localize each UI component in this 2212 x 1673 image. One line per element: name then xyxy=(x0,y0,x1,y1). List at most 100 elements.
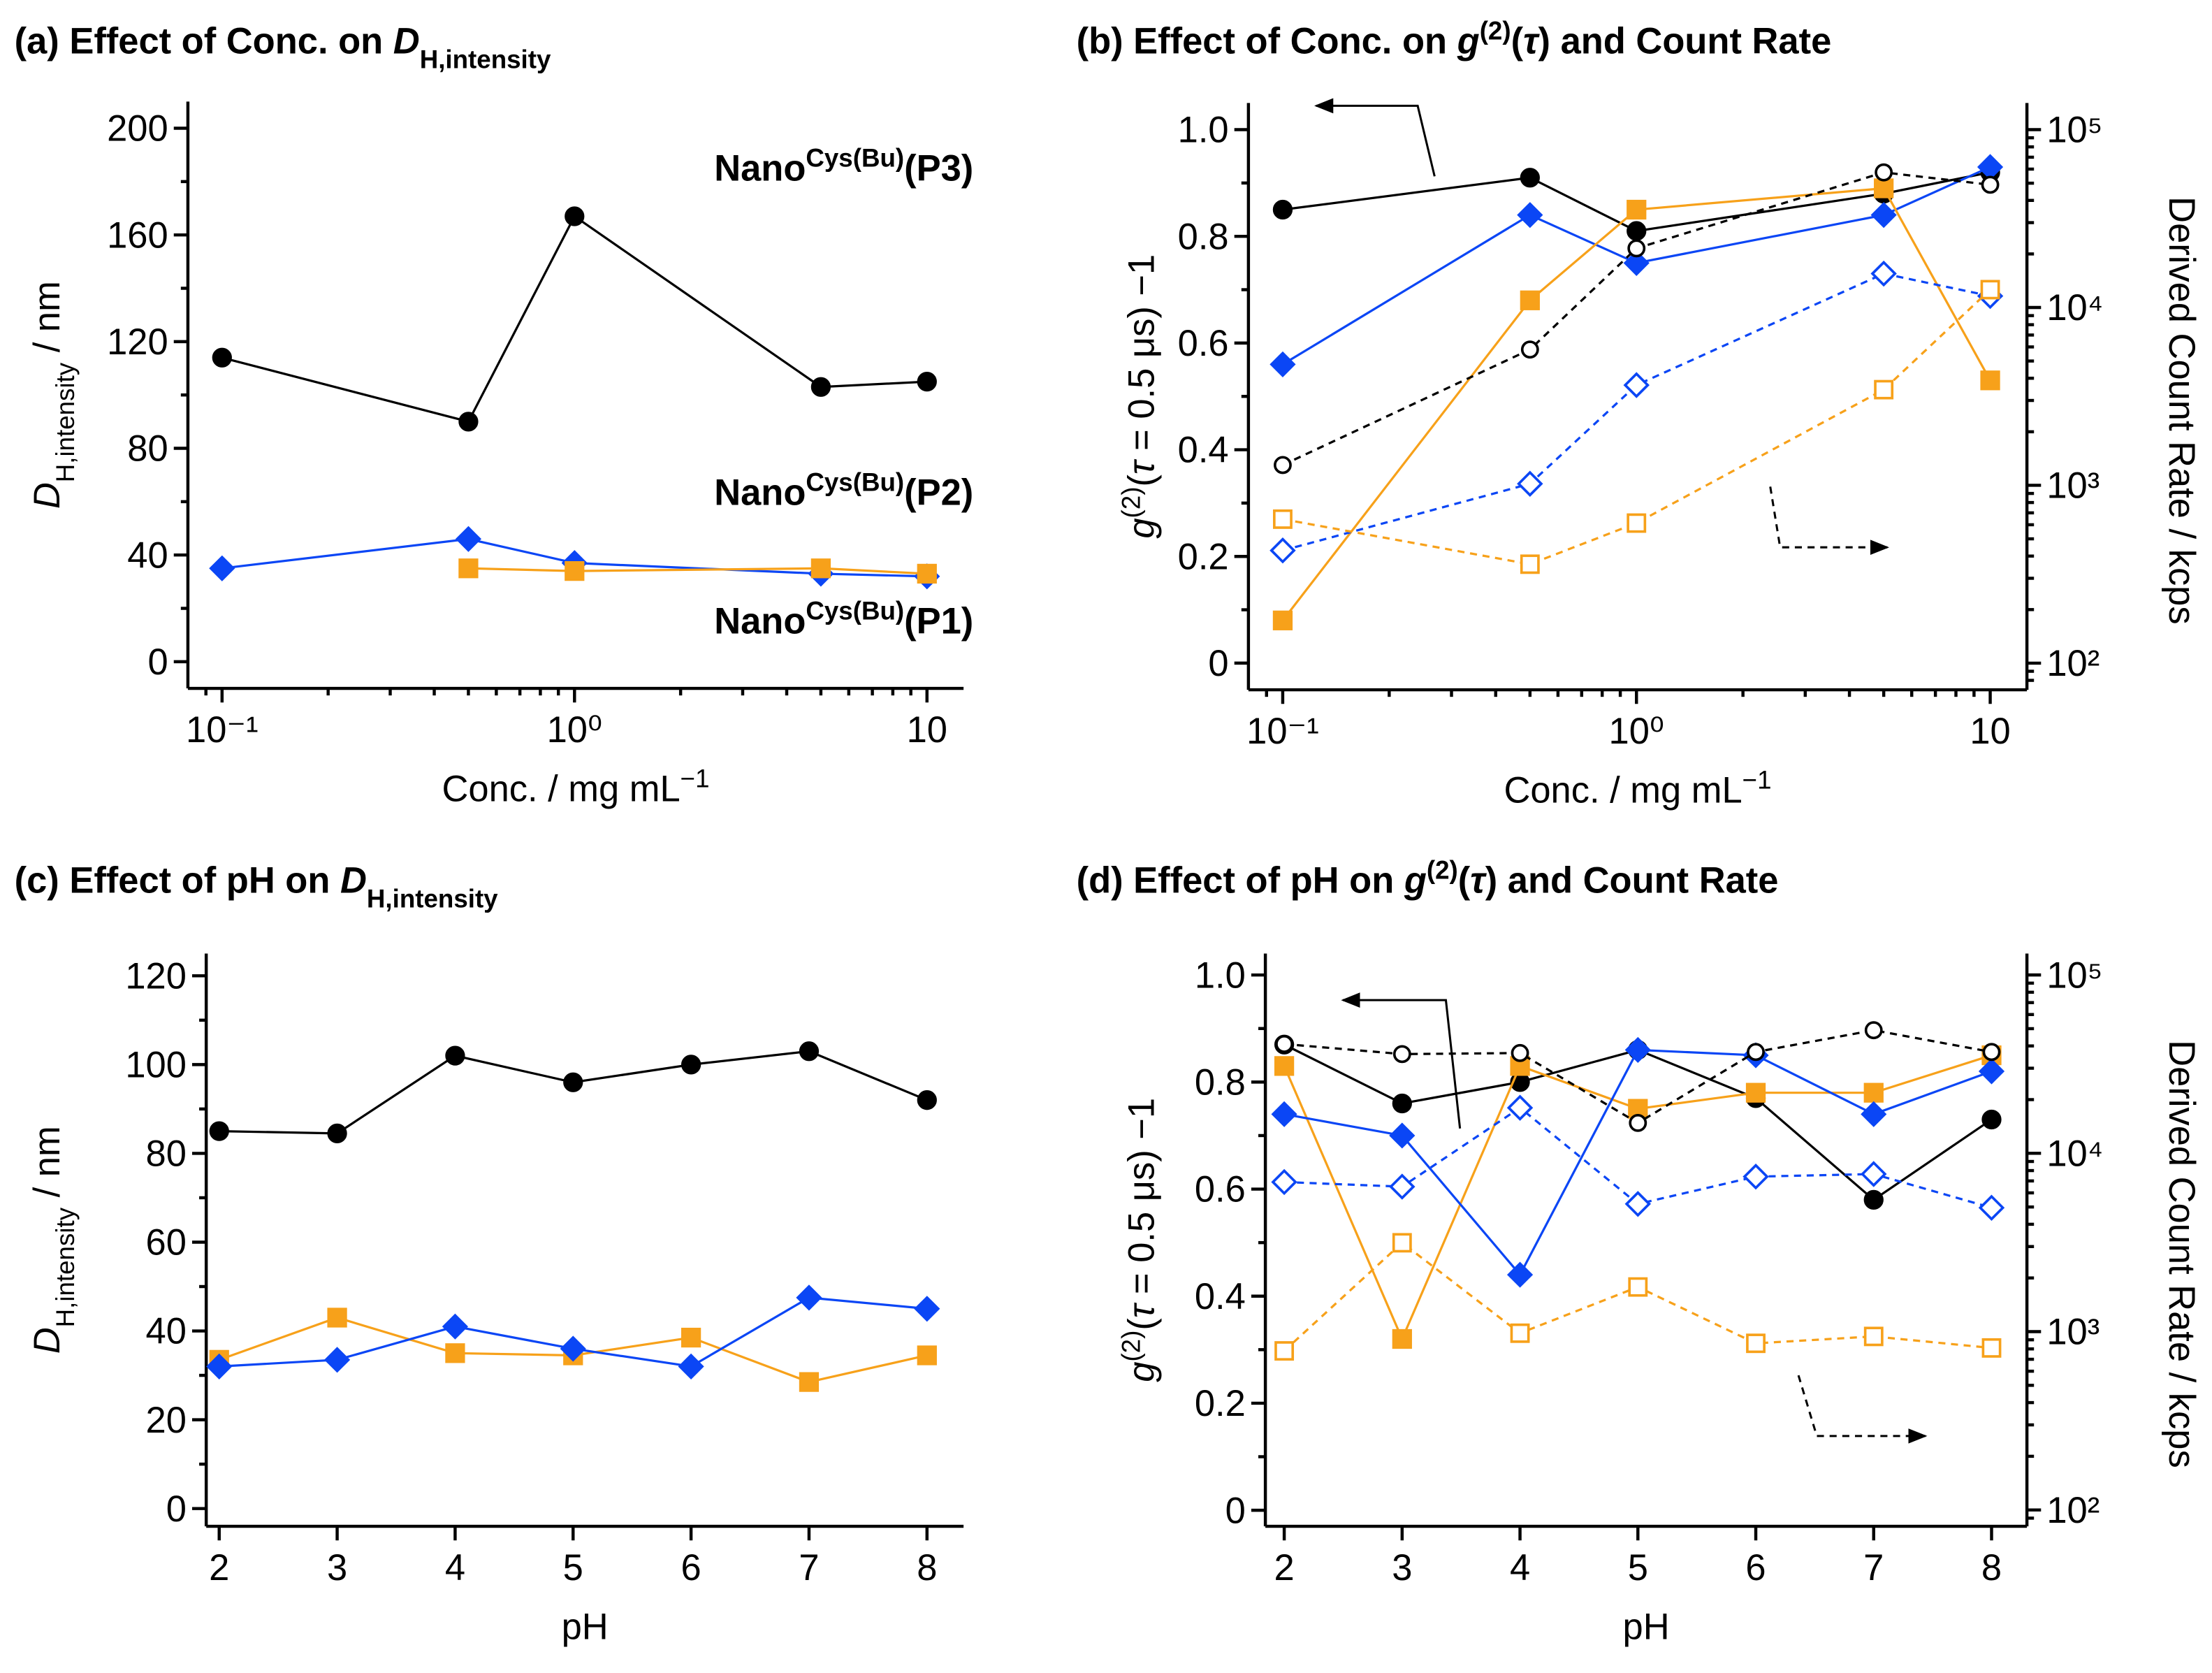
marker xyxy=(327,1123,347,1143)
marker xyxy=(560,1335,586,1362)
series-label: NanoCys(Bu)(P1) xyxy=(714,596,973,642)
marker xyxy=(1517,470,1543,497)
y-tick-label: 120 xyxy=(107,321,168,363)
marker xyxy=(810,558,831,579)
series-label: NanoCys(Bu)(P3) xyxy=(714,143,973,189)
y-tick-label: 0.8 xyxy=(1195,1062,1246,1103)
x-tick-label: 7 xyxy=(799,1547,819,1588)
x-tick-label: 10⁰ xyxy=(1609,711,1664,752)
series-line xyxy=(1282,272,1991,552)
marker xyxy=(1511,1043,1529,1062)
marker xyxy=(1980,370,2000,391)
y2-tick-label: 10⁵ xyxy=(2046,955,2102,996)
text-segment: H,intensity xyxy=(420,45,551,73)
marker xyxy=(1520,168,1540,188)
x-tick-label: 3 xyxy=(327,1547,347,1588)
y-tick-label: 40 xyxy=(146,1311,187,1352)
marker xyxy=(1628,1277,1648,1297)
y-tick-label: 1.0 xyxy=(1195,955,1246,996)
axis-arrow xyxy=(1341,992,1462,1129)
marker xyxy=(799,1041,820,1062)
y2-tick-label: 10² xyxy=(2046,1490,2100,1531)
y2-tick-label: 10³ xyxy=(2046,1312,2100,1353)
text-segment: (2) xyxy=(1427,855,1458,884)
marker xyxy=(1874,178,1894,198)
y2-axis-label: Derived Count Rate / kcps xyxy=(2161,196,2202,624)
text-segment: D xyxy=(340,860,367,901)
text-segment: τ xyxy=(1523,21,1540,62)
y-tick-label: 20 xyxy=(146,1400,187,1441)
text-segment: / nm xyxy=(27,281,68,363)
y-tick-label: 80 xyxy=(127,428,168,470)
y-tick-label: 80 xyxy=(146,1134,187,1175)
y-tick-label: 40 xyxy=(127,535,168,576)
text-segment: H,intensity xyxy=(51,1207,80,1327)
marker xyxy=(1269,351,1296,377)
x-tick-label: 8 xyxy=(917,1547,937,1588)
text-segment: D xyxy=(393,21,420,62)
marker xyxy=(1874,379,1894,400)
marker xyxy=(1273,509,1293,529)
x-tick-label: 10⁻¹ xyxy=(186,709,259,751)
marker xyxy=(1272,199,1293,220)
y-tick-label: 0 xyxy=(1208,643,1228,684)
text-segment: ) and Count Rate xyxy=(1538,21,1832,62)
marker xyxy=(1870,202,1897,229)
x-tick-label: 2 xyxy=(1274,1547,1294,1588)
marker xyxy=(1623,249,1650,276)
marker xyxy=(1863,1326,1884,1347)
x-tick-label: 4 xyxy=(1510,1547,1530,1588)
x-tick-label: 5 xyxy=(563,1547,583,1588)
marker xyxy=(1627,239,1646,258)
text-segment: ( xyxy=(1458,860,1471,901)
x-tick-label: 10 xyxy=(907,709,947,751)
marker xyxy=(917,563,937,584)
marker xyxy=(1978,1194,2005,1221)
marker xyxy=(1520,290,1540,310)
series-line xyxy=(1282,289,1991,566)
y-axis-label: g(2)(τ = 0.5 μs) −1 xyxy=(1116,1098,1162,1382)
y2-tick-label: 10⁴ xyxy=(2046,287,2103,328)
x-axis-label: pH xyxy=(562,1607,609,1648)
text-segment: τ xyxy=(1470,860,1487,901)
x-tick-label: 4 xyxy=(445,1547,465,1588)
text-segment: τ xyxy=(1121,1302,1163,1318)
y-tick-label: 0.4 xyxy=(1195,1276,1246,1317)
x-tick-label: 10 xyxy=(1970,711,2010,752)
marker xyxy=(1623,372,1650,398)
marker xyxy=(796,1284,822,1311)
x-tick-label: 7 xyxy=(1863,1547,1884,1588)
text-segment: −1 xyxy=(1742,765,1772,794)
text-segment: Cys(Bu) xyxy=(806,468,904,496)
marker xyxy=(1389,1173,1416,1200)
marker xyxy=(1272,610,1293,630)
marker xyxy=(1274,1056,1295,1076)
x-tick-label: 10⁻¹ xyxy=(1246,711,1319,752)
marker xyxy=(1392,1233,1412,1253)
y2-axis-label: Derived Count Rate / kcps xyxy=(2161,1040,2202,1468)
x-tick-label: 6 xyxy=(1745,1547,1766,1588)
y-axis-label: DH,intensity / nm xyxy=(27,1126,79,1354)
text-segment: (2) xyxy=(1116,487,1145,519)
marker xyxy=(1271,1168,1297,1196)
x-tick-label: 5 xyxy=(1628,1547,1648,1588)
text-segment: Nano xyxy=(714,600,806,642)
marker xyxy=(209,555,235,581)
text-segment: (P2) xyxy=(904,472,973,514)
series-line xyxy=(1283,1048,1993,1277)
y-tick-label: 200 xyxy=(107,108,168,150)
marker xyxy=(1863,1189,1884,1210)
marker xyxy=(1274,1341,1295,1361)
marker xyxy=(206,1353,233,1379)
marker xyxy=(1624,1191,1652,1217)
y-tick-label: 0.6 xyxy=(1178,323,1229,364)
marker xyxy=(1392,1328,1412,1349)
text-segment: τ xyxy=(1121,458,1163,475)
text-segment: D xyxy=(27,482,68,509)
y-tick-label: 0.2 xyxy=(1195,1383,1246,1424)
y2-tick-label: 10² xyxy=(2046,643,2100,684)
chart-title: (c) Effect of pH on DH,intensity xyxy=(15,860,499,913)
marker xyxy=(1746,1333,1766,1354)
text-segment: (P1) xyxy=(904,600,973,642)
marker xyxy=(442,1313,469,1340)
